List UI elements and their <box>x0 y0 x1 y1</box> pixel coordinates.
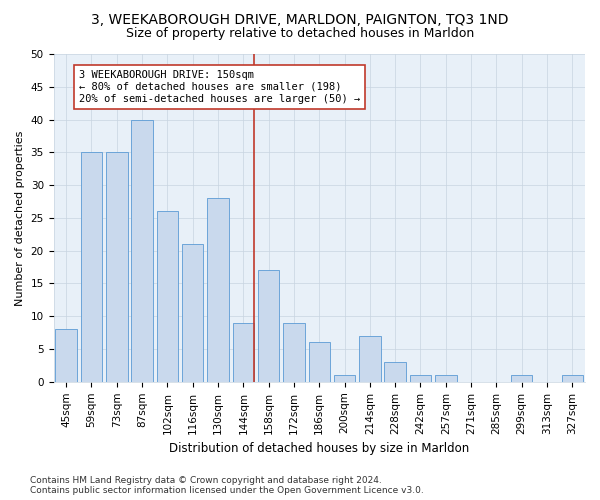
Text: 3 WEEKABOROUGH DRIVE: 150sqm
← 80% of detached houses are smaller (198)
20% of s: 3 WEEKABOROUGH DRIVE: 150sqm ← 80% of de… <box>79 70 360 104</box>
Text: Contains HM Land Registry data © Crown copyright and database right 2024.
Contai: Contains HM Land Registry data © Crown c… <box>30 476 424 495</box>
Bar <box>55 330 77 382</box>
Text: 3, WEEKABOROUGH DRIVE, MARLDON, PAIGNTON, TQ3 1ND: 3, WEEKABOROUGH DRIVE, MARLDON, PAIGNTON… <box>91 12 509 26</box>
Text: Size of property relative to detached houses in Marldon: Size of property relative to detached ho… <box>126 28 474 40</box>
Bar <box>359 336 380 382</box>
Bar <box>258 270 280 382</box>
Bar <box>157 212 178 382</box>
Bar <box>435 376 457 382</box>
Bar <box>81 152 102 382</box>
Bar <box>511 376 532 382</box>
Bar <box>410 376 431 382</box>
Bar <box>334 376 355 382</box>
Bar <box>106 152 128 382</box>
Bar <box>182 244 203 382</box>
Bar <box>233 323 254 382</box>
Bar <box>385 362 406 382</box>
X-axis label: Distribution of detached houses by size in Marldon: Distribution of detached houses by size … <box>169 442 469 455</box>
Bar <box>131 120 153 382</box>
Bar <box>308 342 330 382</box>
Bar <box>562 376 583 382</box>
Bar <box>283 323 305 382</box>
Bar <box>207 198 229 382</box>
Y-axis label: Number of detached properties: Number of detached properties <box>15 130 25 306</box>
